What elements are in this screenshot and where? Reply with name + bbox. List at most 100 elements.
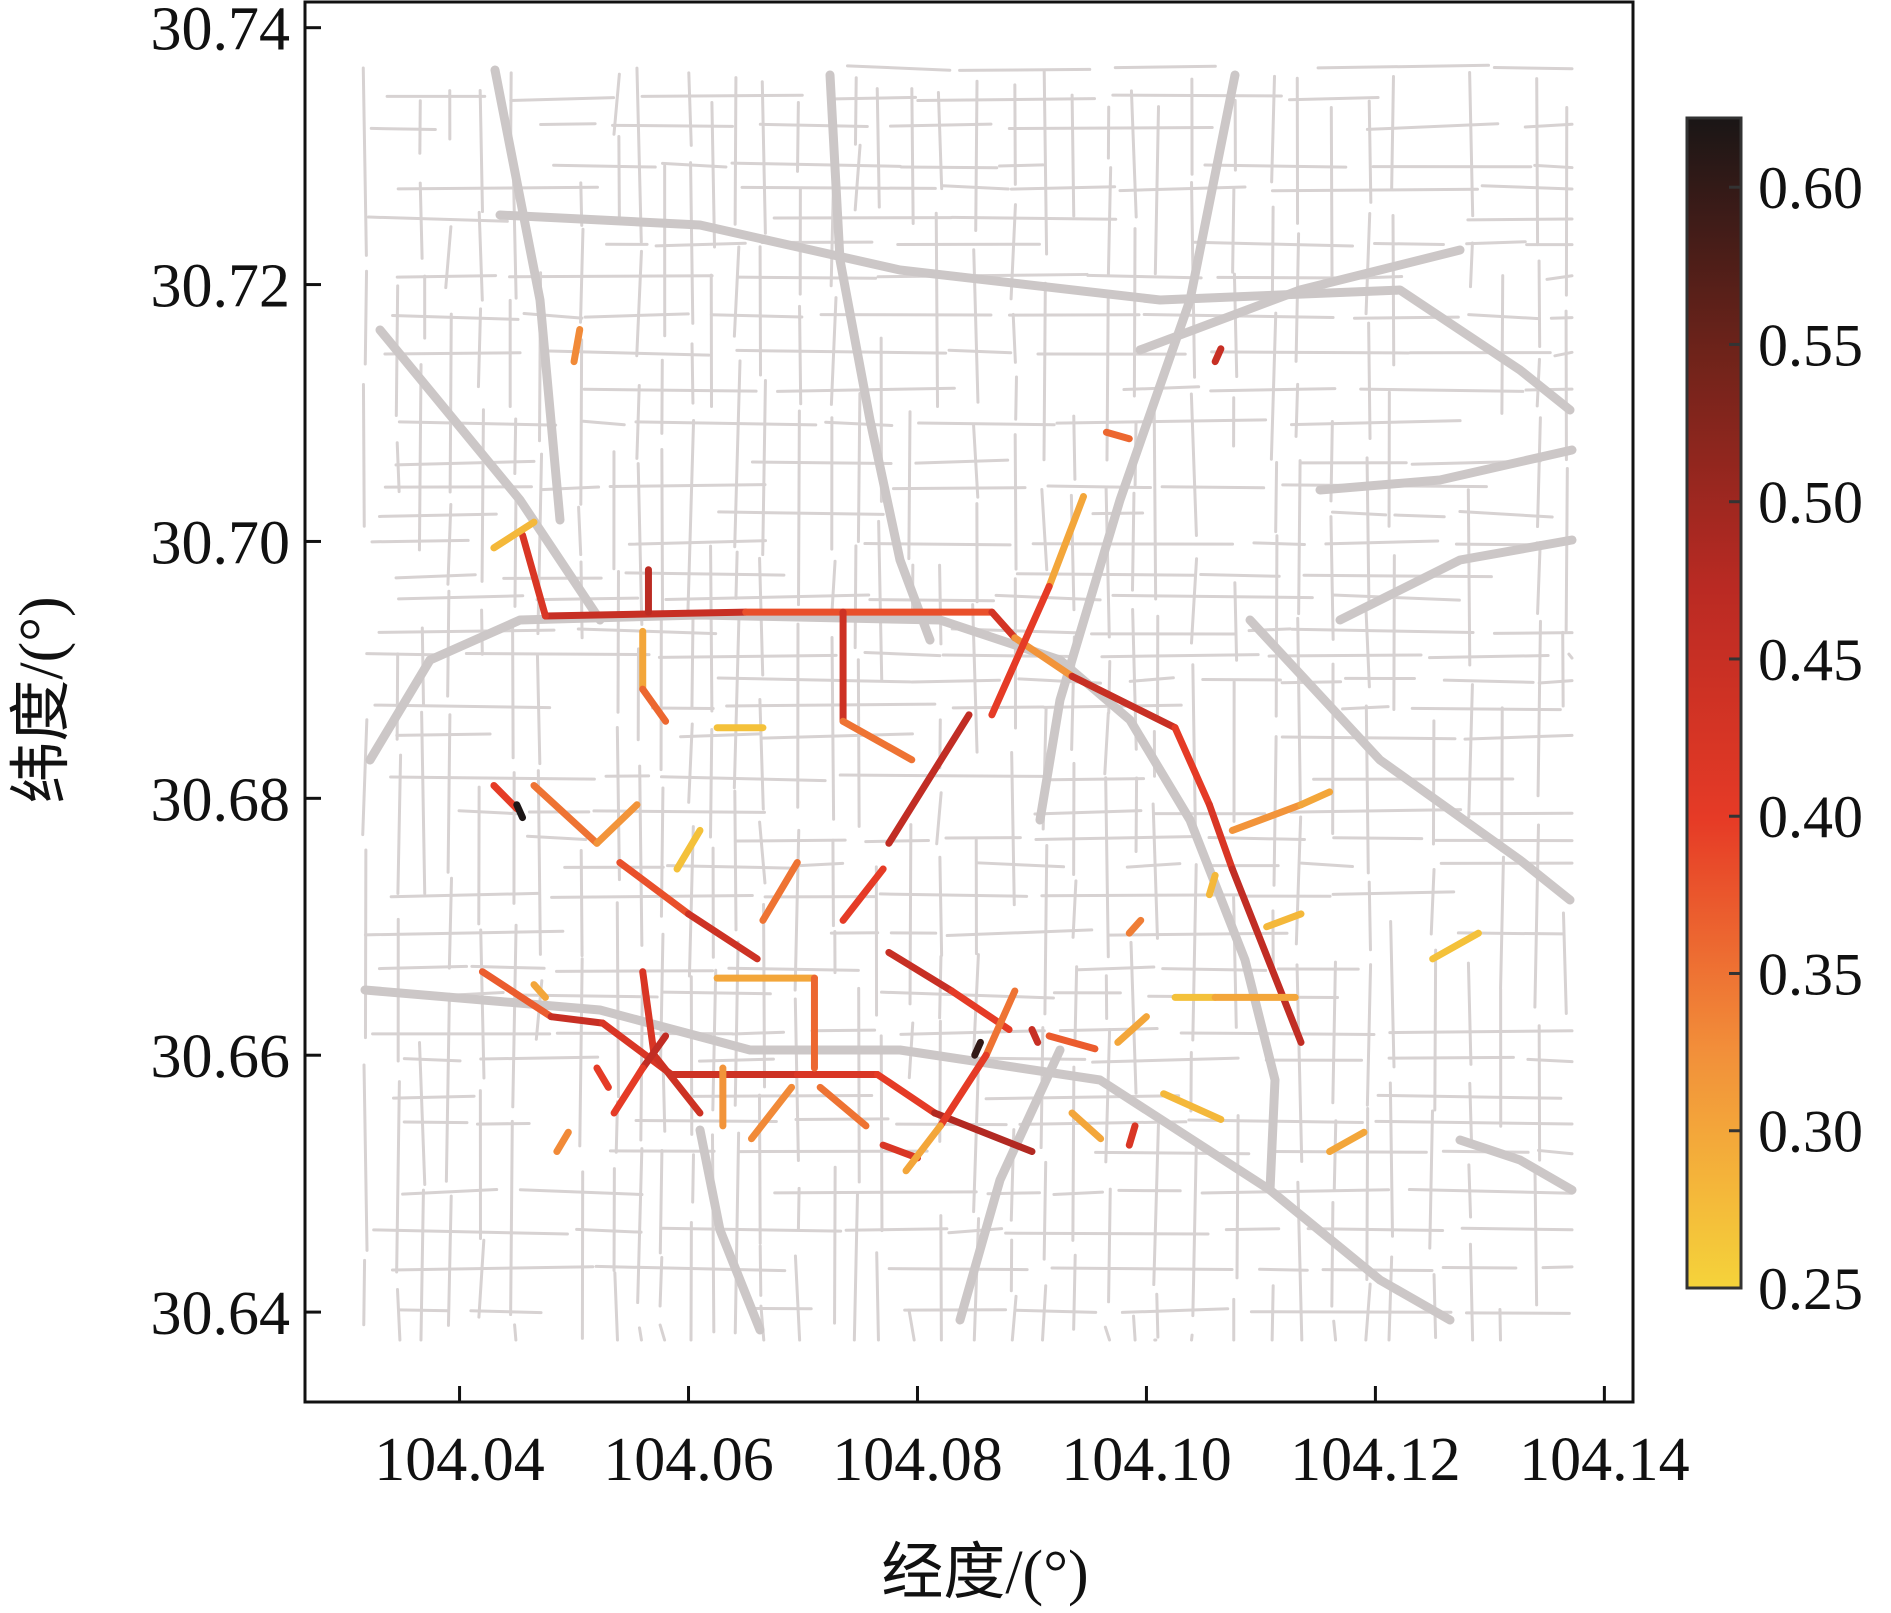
colorbar-tick-label: 0.45	[1758, 627, 1863, 693]
road-segment	[1007, 126, 1214, 131]
road-segment	[1536, 1148, 1574, 1156]
road-segment	[1468, 1081, 1474, 1145]
road-segment	[1316, 63, 1491, 70]
road-segment	[1224, 1227, 1281, 1232]
road-segment	[1467, 683, 1474, 819]
road-segment	[1330, 1201, 1335, 1308]
road-segment	[1429, 868, 1436, 936]
road-segment	[575, 1227, 643, 1234]
road-segment	[1332, 1119, 1338, 1191]
road-segment	[908, 823, 913, 1006]
road-segment	[863, 542, 1012, 547]
arterial-road	[1135, 245, 1465, 355]
colorbar-tick-label: 0.25	[1758, 1256, 1863, 1322]
road-segment	[939, 1214, 943, 1342]
road-segment	[1010, 751, 1016, 907]
road-segment	[1537, 679, 1574, 685]
road-segment	[1389, 920, 1396, 1069]
road-segment	[1324, 539, 1440, 546]
congested-road-segment	[490, 518, 538, 552]
road-segment	[363, 269, 369, 366]
congested-road-segment	[1114, 1013, 1150, 1046]
road-segment	[1152, 397, 1158, 601]
road-segment	[394, 573, 477, 580]
congested-road-segment	[639, 1032, 670, 1072]
road-segment	[513, 417, 518, 476]
congested-road-segment	[839, 865, 887, 924]
road-segment	[938, 563, 943, 646]
road-segment	[793, 828, 801, 992]
road-segment	[838, 773, 1046, 778]
road-segment	[389, 891, 540, 899]
road-segment	[1052, 1190, 1105, 1196]
road-segment	[686, 419, 696, 617]
road-segment	[617, 135, 621, 220]
congested-road-segment	[530, 781, 601, 847]
road-segment	[824, 420, 894, 427]
road-segment	[470, 964, 546, 970]
road-segment	[577, 505, 583, 557]
congested-road-segment	[879, 1141, 921, 1162]
road-segment	[853, 76, 858, 146]
congested-road-segment	[971, 1038, 984, 1059]
road-segment	[1433, 948, 1438, 1112]
road-segment	[508, 274, 714, 279]
road-segment	[1103, 711, 1110, 776]
road-segment	[732, 245, 741, 338]
road-segment	[958, 67, 1092, 72]
congested-road-segment	[639, 685, 670, 725]
road-segment	[1033, 809, 1143, 816]
congestion-road-segments	[478, 326, 1482, 1175]
arterial-road	[490, 65, 565, 525]
colorbar-tick-label: 0.35	[1758, 941, 1863, 1007]
road-segment	[1191, 863, 1198, 1042]
road-segment	[1232, 895, 1238, 1029]
road-segment	[1367, 321, 1372, 440]
congested-road-segment	[593, 1064, 612, 1091]
road-segment	[1077, 965, 1156, 972]
road-segment	[1432, 1273, 1438, 1340]
congested-road-segment	[685, 910, 761, 963]
road-segment	[634, 420, 818, 427]
road-segment	[793, 1254, 802, 1342]
road-segment	[994, 593, 1102, 602]
congested-road-segment	[1228, 801, 1305, 834]
road-segment	[661, 1070, 667, 1133]
congested-road-segment	[1263, 910, 1305, 931]
road-segment	[1306, 1227, 1445, 1233]
congested-road-segment	[519, 531, 549, 620]
road-segment	[1151, 802, 1159, 940]
road-segment	[797, 409, 801, 607]
road-segment	[1258, 1267, 1309, 1272]
road-segment	[581, 419, 626, 427]
road-segment	[615, 901, 620, 1099]
road-segment	[1331, 593, 1461, 602]
road-segment	[941, 184, 1010, 191]
road-segment	[686, 1093, 874, 1098]
road-segment	[1535, 77, 1540, 247]
y-tick-label: 30.70	[151, 509, 291, 577]
road-segment	[1235, 1114, 1240, 1280]
congested-road-segment	[616, 859, 693, 918]
road-segment	[916, 97, 1097, 103]
road-segment	[594, 1264, 787, 1273]
road-segment	[361, 383, 366, 528]
road-segment	[1200, 1188, 1391, 1195]
congested-road-segment	[839, 717, 916, 764]
colorbar-tick-label: 0.30	[1758, 1099, 1863, 1165]
road-segment	[1042, 1160, 1048, 1261]
arterial-road	[955, 1045, 1065, 1325]
road-segment	[856, 658, 861, 828]
road-segment	[725, 702, 937, 708]
road-segment	[1073, 965, 1079, 1041]
road-segment	[690, 342, 695, 405]
road-segment	[1004, 1231, 1210, 1236]
congested-road-segment	[650, 1051, 704, 1117]
road-segment	[420, 710, 427, 895]
road-segment	[513, 494, 518, 608]
road-segment	[1331, 960, 1337, 1105]
road-segment	[796, 101, 800, 173]
road-segment	[554, 969, 715, 973]
road-segment	[687, 825, 695, 978]
road-segment	[476, 307, 483, 389]
